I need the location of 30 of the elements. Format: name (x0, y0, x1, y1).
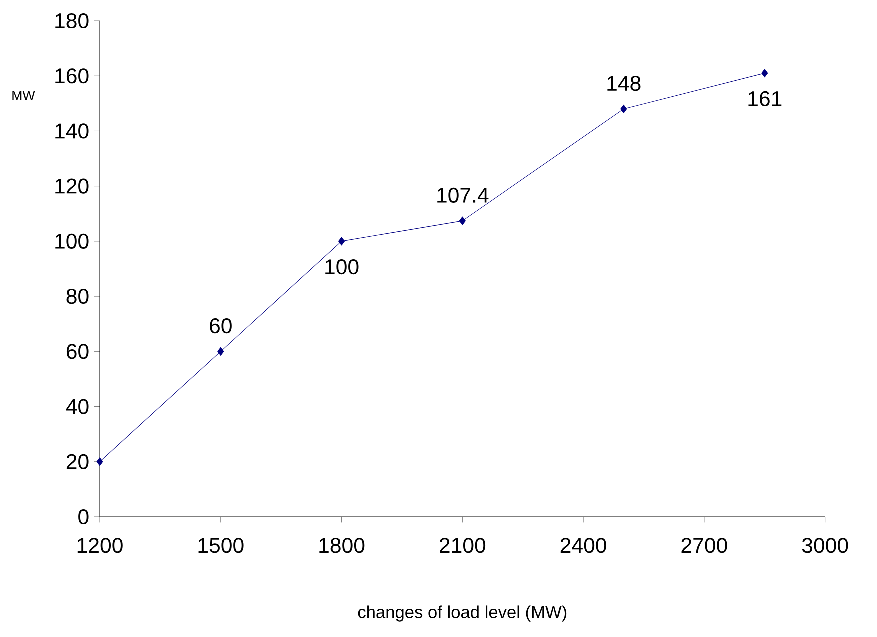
y-tick-label: 0 (78, 509, 89, 525)
x-tick-label: 3000 (802, 538, 848, 554)
data-label: 107.4 (438, 188, 489, 204)
y-tick-label: 40 (66, 399, 89, 414)
point (762, 69, 768, 78)
y-axis-title: MW (12, 91, 36, 100)
y-tick-label: 140 (56, 124, 89, 139)
x-tick-label: 1500 (198, 538, 244, 554)
point (620, 104, 628, 114)
y-tick-label: 80 (66, 289, 89, 304)
point (96, 458, 104, 466)
data-label: 100 (326, 259, 359, 275)
data-label: 60 (210, 318, 232, 334)
y-tick-label: 120 (56, 178, 89, 194)
y-tick-label: 60 (66, 344, 89, 360)
data-label: 148 (608, 76, 641, 92)
y-tick-label: 20 (66, 454, 89, 470)
point (338, 237, 346, 246)
x-tick-label: 2100 (440, 538, 486, 554)
x-tick-label: 2400 (560, 538, 606, 554)
y-tick-label: 100 (56, 234, 89, 249)
x-tick-label: 2700 (682, 538, 728, 554)
x-tick-label: 1200 (78, 538, 123, 554)
data-label: 161 (748, 91, 782, 107)
point (459, 216, 466, 226)
y-tick-label: 180 (56, 13, 89, 29)
point (218, 347, 224, 356)
y-tick-label: 160 (56, 68, 89, 84)
x-tick-label: 1800 (320, 538, 365, 554)
x-axis-title: changes of load level (MW) (358, 606, 567, 622)
